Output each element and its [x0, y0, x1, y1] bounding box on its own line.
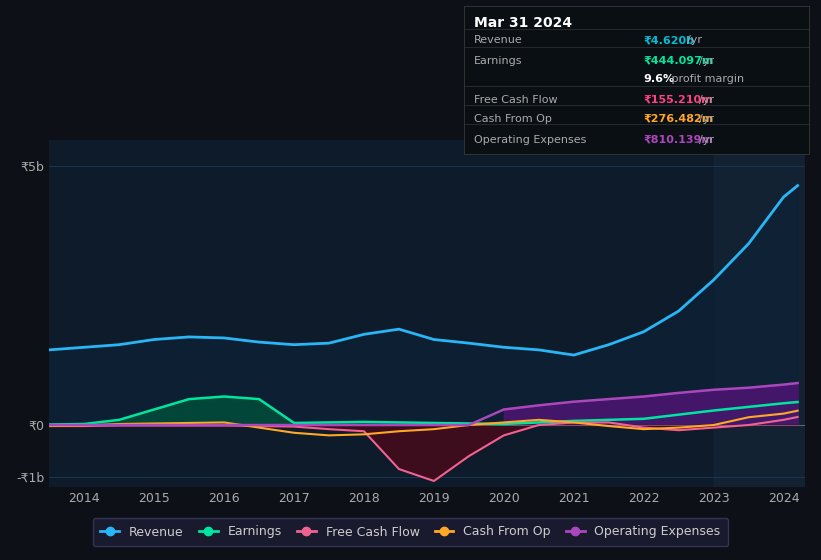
Text: /yr: /yr [699, 135, 714, 144]
Text: profit margin: profit margin [668, 74, 744, 84]
Text: 9.6%: 9.6% [643, 74, 674, 84]
Text: ₹4.620b: ₹4.620b [643, 35, 695, 45]
Text: Earnings: Earnings [475, 56, 523, 66]
Text: Free Cash Flow: Free Cash Flow [475, 95, 557, 105]
Text: Operating Expenses: Operating Expenses [475, 135, 586, 144]
Text: ₹155.210m: ₹155.210m [643, 95, 713, 105]
Text: Cash From Op: Cash From Op [475, 114, 552, 124]
Text: /yr: /yr [699, 114, 714, 124]
Text: ₹276.482m: ₹276.482m [643, 114, 713, 124]
Text: /yr: /yr [699, 95, 714, 105]
Text: Mar 31 2024: Mar 31 2024 [475, 16, 572, 30]
Legend: Revenue, Earnings, Free Cash Flow, Cash From Op, Operating Expenses: Revenue, Earnings, Free Cash Flow, Cash … [93, 518, 728, 546]
Text: /yr: /yr [699, 56, 714, 66]
Text: ₹444.097m: ₹444.097m [643, 56, 713, 66]
Text: /yr: /yr [686, 35, 702, 45]
Text: Revenue: Revenue [475, 35, 523, 45]
Bar [713, 140, 805, 487]
Text: ₹810.139m: ₹810.139m [643, 135, 713, 144]
